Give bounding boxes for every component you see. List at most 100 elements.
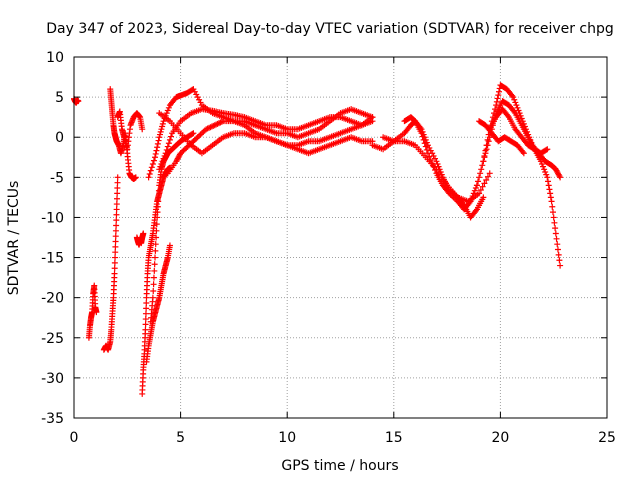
data-point-marker bbox=[168, 133, 175, 140]
data-point-marker bbox=[481, 180, 488, 187]
y-axis-ticks: -35 -30 -25 -20 -15 -10 -5 0 5 10 bbox=[41, 50, 607, 427]
data-point-marker bbox=[150, 157, 157, 164]
data-point-marker bbox=[145, 174, 152, 181]
chart-title: Day 347 of 2023, Sidereal Day-to-day VTE… bbox=[46, 21, 614, 37]
data-point-marker bbox=[477, 187, 484, 194]
data-point-marker bbox=[480, 158, 487, 165]
plot-frame bbox=[73, 56, 608, 419]
x-tick-label: 10 bbox=[278, 430, 296, 446]
data-point-marker bbox=[164, 143, 171, 150]
data-point-marker bbox=[433, 158, 440, 165]
data-point-marker bbox=[495, 88, 502, 95]
data-point-marker bbox=[152, 154, 159, 161]
data-point-marker bbox=[112, 249, 119, 256]
data-point-marker bbox=[113, 217, 120, 224]
data-point-marker bbox=[484, 142, 491, 149]
data-point-marker bbox=[111, 265, 118, 272]
data-point-marker bbox=[155, 198, 162, 205]
data-point-marker bbox=[156, 134, 163, 141]
data-point-marker bbox=[552, 230, 559, 237]
data-point-marker bbox=[160, 118, 167, 125]
series-mid-2 bbox=[401, 114, 487, 221]
data-point-marker bbox=[543, 146, 550, 153]
data-point-marker bbox=[549, 203, 556, 210]
data-point-marker bbox=[143, 305, 150, 312]
data-point-marker bbox=[542, 168, 549, 175]
x-axis-label: GPS time / hours bbox=[281, 458, 398, 474]
data-point-marker bbox=[545, 178, 552, 185]
data-point-marker bbox=[510, 94, 517, 101]
data-point-marker bbox=[113, 201, 120, 208]
data-point-marker bbox=[548, 198, 555, 205]
y-tick-label: -30 bbox=[41, 371, 64, 387]
series-bump-2b bbox=[114, 108, 146, 153]
data-point-marker bbox=[423, 139, 430, 146]
data-point-marker bbox=[113, 211, 120, 218]
data-point-marker bbox=[538, 160, 545, 167]
data-point-marker bbox=[504, 112, 511, 119]
data-point-marker bbox=[161, 152, 168, 159]
data-point-marker bbox=[479, 162, 486, 169]
data-point-marker bbox=[163, 110, 170, 117]
data-point-marker bbox=[142, 321, 149, 328]
data-point-marker bbox=[146, 170, 153, 177]
data-point-marker bbox=[511, 108, 518, 115]
data-point-marker bbox=[546, 186, 553, 193]
data-point-marker bbox=[190, 130, 197, 137]
data-point-marker bbox=[152, 254, 159, 261]
data-point-marker bbox=[152, 247, 159, 254]
data-point-marker bbox=[553, 235, 560, 242]
data-point-marker bbox=[420, 131, 427, 138]
data-point-marker bbox=[547, 194, 554, 201]
data-point-marker bbox=[114, 190, 121, 197]
series-main-2 bbox=[156, 106, 376, 173]
data-point-marker bbox=[547, 190, 554, 197]
data-point-marker bbox=[157, 128, 164, 135]
data-point-marker bbox=[163, 146, 170, 153]
data-point-marker bbox=[149, 294, 156, 301]
y-tick-label: 5 bbox=[55, 90, 64, 106]
data-point-marker bbox=[159, 123, 166, 130]
data-point-marker bbox=[512, 99, 519, 106]
data-point-marker bbox=[483, 177, 490, 184]
data-point-marker bbox=[537, 158, 544, 165]
data-point-marker bbox=[541, 166, 548, 173]
data-point-marker bbox=[143, 300, 150, 307]
data-point-marker bbox=[153, 147, 160, 154]
data-point-marker bbox=[484, 173, 491, 180]
data-point-marker bbox=[509, 92, 516, 99]
data-point-marker bbox=[519, 148, 526, 155]
data-point-marker bbox=[556, 257, 563, 264]
data-point-marker bbox=[149, 160, 156, 167]
data-point-marker bbox=[511, 96, 518, 103]
data-point-marker bbox=[111, 259, 118, 266]
series-early-low bbox=[85, 282, 100, 341]
data-point-marker bbox=[111, 270, 118, 277]
data-point-marker bbox=[140, 230, 147, 237]
y-tick-label: -15 bbox=[41, 251, 64, 267]
x-tick-label: 15 bbox=[385, 430, 403, 446]
data-point-marker bbox=[434, 160, 441, 167]
data-point-marker bbox=[150, 281, 157, 288]
data-point-marker bbox=[156, 166, 163, 173]
y-tick-label: -5 bbox=[50, 170, 64, 186]
data-point-marker bbox=[551, 219, 558, 226]
data-point-marker bbox=[142, 316, 149, 323]
data-point-marker bbox=[151, 267, 158, 274]
x-tick-label: 20 bbox=[491, 430, 509, 446]
data-point-marker bbox=[557, 174, 564, 181]
series-cluster-3 bbox=[133, 230, 147, 248]
data-point-marker bbox=[151, 261, 158, 268]
data-point-marker bbox=[494, 95, 501, 102]
data-point-marker bbox=[155, 193, 162, 200]
data-point-marker bbox=[153, 227, 160, 234]
data-point-marker bbox=[556, 172, 563, 179]
data-point-marker bbox=[481, 154, 488, 161]
data-point-marker bbox=[417, 124, 424, 131]
series-drop-1 bbox=[100, 174, 121, 353]
data-point-marker bbox=[155, 137, 162, 144]
series-deep-2 bbox=[143, 242, 173, 365]
data-point-marker bbox=[113, 222, 120, 229]
data-point-marker bbox=[114, 185, 121, 192]
